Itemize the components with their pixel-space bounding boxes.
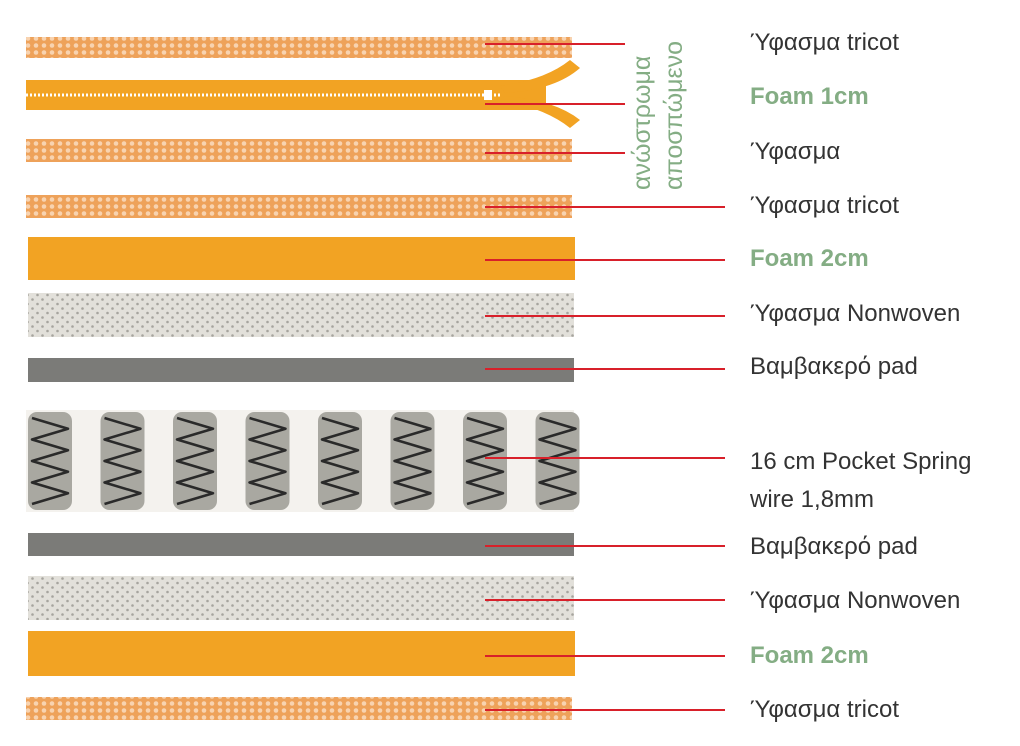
- layer-tricot: [26, 37, 625, 58]
- zipper-slider: [484, 90, 492, 100]
- foam-slab: [28, 237, 575, 280]
- layer-tricot: [26, 195, 725, 218]
- layer-label-text: Βαμβακερό pad: [750, 353, 918, 380]
- spring-coil: [248, 416, 287, 506]
- topper-line-1: ανώστρωμα: [628, 55, 656, 190]
- layer-label: Ύφασμα Nonwoven: [750, 300, 960, 328]
- layer-label: Ύφασμα: [750, 138, 840, 166]
- spring-coil: [175, 416, 215, 506]
- layer-label: Ύφασμα tricot: [750, 29, 899, 57]
- tricot-fabric: [26, 139, 572, 162]
- tricot-fabric: [26, 37, 572, 58]
- layer-label: Βαμβακερό pad: [750, 353, 918, 381]
- layer-label-text: Ύφασμα Nonwoven: [750, 300, 961, 327]
- layer-label: Foam 2cm: [750, 245, 869, 273]
- layer-label-text: Ύφασμα tricot: [750, 192, 899, 219]
- layer-tricot: [26, 139, 625, 162]
- layer-label-text: Βαμβακερό pad: [750, 533, 918, 560]
- zipper-flap-top: [500, 60, 580, 93]
- layer-label-text: Ύφασμα: [750, 138, 841, 165]
- layer-pad: [28, 358, 725, 382]
- layer-label: Ύφασμα tricot: [750, 192, 899, 220]
- layer-springs: [26, 410, 725, 512]
- layer-foam: [28, 237, 725, 280]
- spring-coil: [30, 416, 70, 506]
- layer-nonwoven: [28, 293, 725, 337]
- nonwoven-fabric: [28, 576, 574, 620]
- spring-coil: [393, 416, 432, 506]
- layer-label-text: Foam 2cm: [750, 245, 869, 272]
- spring-coil: [465, 416, 505, 506]
- cotton-pad: [28, 533, 574, 556]
- layer-label: 16 cm Pocket Spring wire 1,8mm: [750, 448, 971, 514]
- spring-coil: [320, 416, 360, 506]
- layer-label-text: Ύφασμα tricot: [750, 696, 899, 723]
- layer-label-text: Foam 2cm: [750, 642, 869, 669]
- layer-label-text: Ύφασμα Nonwoven: [750, 587, 961, 614]
- layer-nonwoven: [28, 576, 725, 620]
- tricot-fabric: [26, 195, 572, 218]
- layer-tricot: [26, 697, 725, 720]
- layer-label-text: Ύφασμα tricot: [750, 29, 899, 56]
- spring-coil: [538, 416, 577, 506]
- layer-label-text-2: wire 1,8mm: [750, 486, 875, 513]
- foam-slab: [28, 631, 575, 676]
- layer-label: Ύφασμα tricot: [750, 696, 899, 724]
- layer-label-text: Foam 1cm: [750, 83, 869, 110]
- layer-label: Ύφασμα Nonwoven: [750, 587, 960, 615]
- layer-label: Βαμβακερό pad: [750, 533, 918, 561]
- layer-zipper: [26, 60, 625, 128]
- nonwoven-fabric: [28, 293, 574, 337]
- cotton-pad: [28, 358, 574, 382]
- layer-label-text: 16 cm Pocket Spring: [750, 448, 972, 475]
- tricot-fabric: [26, 697, 572, 720]
- layer-foam: [28, 631, 725, 676]
- layer-label: Foam 1cm: [750, 83, 869, 111]
- layer-pad: [28, 533, 725, 556]
- topper-line-2: αποσπώμενο: [660, 40, 688, 190]
- layer-label: Foam 2cm: [750, 642, 869, 670]
- spring-coil: [103, 416, 142, 506]
